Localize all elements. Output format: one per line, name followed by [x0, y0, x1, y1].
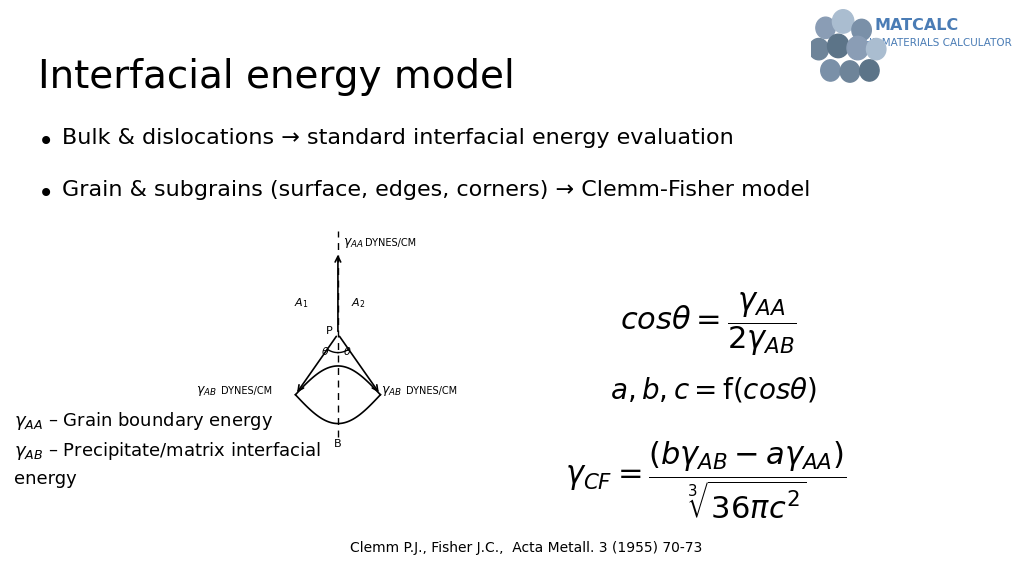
Text: $\gamma_{AA}$ – Grain boundary energy: $\gamma_{AA}$ – Grain boundary energy — [14, 410, 273, 432]
Text: B: B — [334, 439, 342, 449]
Text: Bulk & dislocations → standard interfacial energy evaluation: Bulk & dislocations → standard interfaci… — [62, 128, 734, 148]
Text: THE MATERIALS CALCULATOR: THE MATERIALS CALCULATOR — [858, 38, 1012, 48]
Text: $\gamma_{AB}$ – Precipitate/matrix interfacial: $\gamma_{AB}$ – Precipitate/matrix inter… — [14, 440, 321, 462]
Text: $\theta$: $\theta$ — [322, 346, 330, 357]
Circle shape — [866, 39, 886, 60]
Text: $A_2$: $A_2$ — [351, 296, 366, 310]
Text: energy: energy — [14, 470, 77, 488]
Text: P: P — [326, 326, 332, 336]
Text: •: • — [38, 128, 54, 156]
Circle shape — [827, 34, 849, 58]
Text: •: • — [38, 180, 54, 208]
Text: Grain & subgrains (surface, edges, corners) → Clemm-Fisher model: Grain & subgrains (surface, edges, corne… — [62, 180, 810, 200]
Text: MATCALC: MATCALC — [874, 18, 958, 33]
Circle shape — [847, 36, 868, 60]
Text: Interfacial energy model: Interfacial energy model — [38, 58, 515, 96]
Circle shape — [833, 10, 854, 33]
Text: $\gamma_{CF} = \dfrac{(b\gamma_{AB} - a\gamma_{AA})}{\sqrt[3]{36\pi c^2}}$: $\gamma_{CF} = \dfrac{(b\gamma_{AB} - a\… — [565, 440, 846, 522]
Text: DYNES/CM: DYNES/CM — [406, 385, 457, 396]
Circle shape — [809, 39, 828, 60]
Circle shape — [852, 20, 871, 40]
Circle shape — [840, 61, 860, 82]
Text: $cos\theta = \dfrac{\gamma_{AA}}{2\gamma_{AB}}$: $cos\theta = \dfrac{\gamma_{AA}}{2\gamma… — [620, 290, 797, 358]
Text: DYNES/CM: DYNES/CM — [220, 385, 271, 396]
Text: $a, b, c = \mathrm{f}(cos\theta)$: $a, b, c = \mathrm{f}(cos\theta)$ — [610, 375, 817, 404]
Text: DYNES/CM: DYNES/CM — [365, 238, 416, 248]
Circle shape — [821, 60, 840, 81]
Text: $\theta$: $\theta$ — [343, 346, 351, 357]
Circle shape — [816, 17, 836, 39]
Text: $A_1$: $A_1$ — [294, 296, 308, 310]
Text: $\gamma_{AB}$: $\gamma_{AB}$ — [381, 384, 402, 397]
Circle shape — [860, 60, 879, 81]
Text: $\gamma_{AB}$: $\gamma_{AB}$ — [196, 384, 217, 397]
Text: Clemm P.J., Fisher J.C.,  Acta Metall. 3 (1955) 70-73: Clemm P.J., Fisher J.C., Acta Metall. 3 … — [350, 541, 702, 555]
Text: $\gamma_{AA}$: $\gamma_{AA}$ — [343, 236, 364, 250]
